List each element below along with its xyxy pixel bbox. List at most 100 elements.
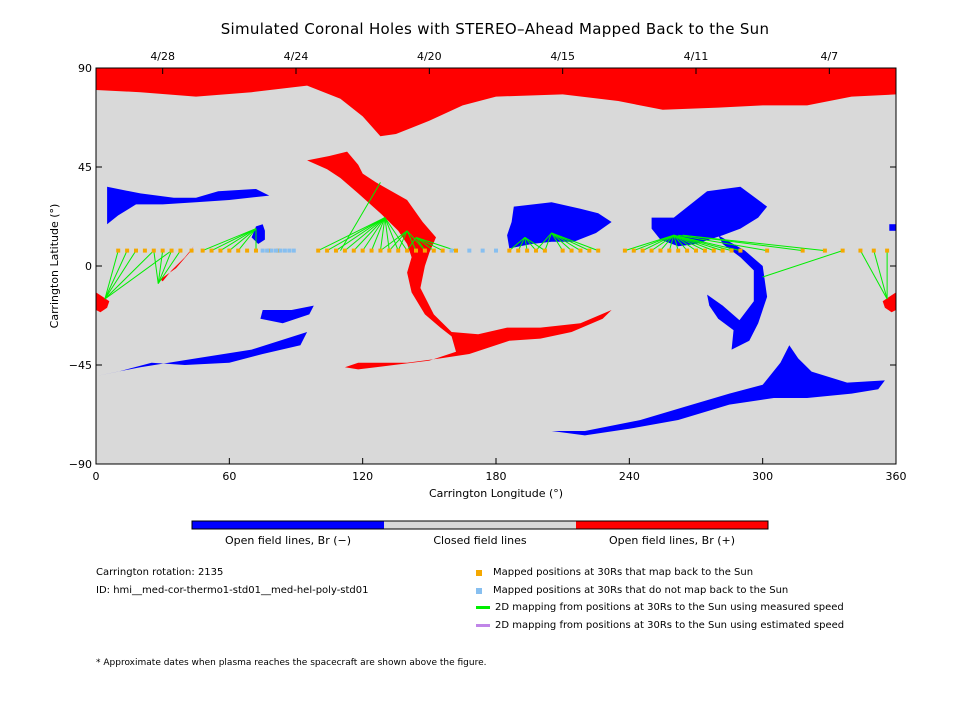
x-tick-label: 180: [486, 470, 507, 483]
mapping-line: [673, 234, 697, 252]
mapped-point: [200, 248, 205, 253]
mapped-point: [440, 248, 445, 253]
colorbar-segment-negative: [192, 521, 384, 529]
mapped-point: [245, 248, 250, 253]
mapped-point: [151, 248, 156, 253]
mapped-point: [267, 248, 272, 253]
unmapped-point: [467, 248, 472, 253]
x-tick-label: 360: [886, 470, 907, 483]
date-tick-label: 4/24: [284, 50, 309, 63]
mapping-line: [326, 217, 386, 252]
mapped-point-layer: [116, 248, 890, 253]
date-tick-label: 4/11: [684, 50, 709, 63]
mapped-point: [711, 248, 716, 253]
mapping-line: [678, 234, 768, 252]
mapped-point: [667, 248, 672, 253]
mapped-point: [578, 248, 583, 253]
mapped-point: [378, 248, 383, 253]
mapping-line: [211, 228, 257, 252]
legend-label: Mapped positions at 30Rs that map back t…: [493, 567, 754, 578]
mapped-point: [218, 248, 223, 253]
mapping-line: [157, 250, 173, 284]
mapped-point: [738, 248, 743, 253]
mapping-line-layer: [104, 182, 888, 300]
mapped-point: [209, 248, 214, 253]
mapped-point: [587, 248, 592, 253]
mapped-point: [516, 248, 521, 253]
mapped-point: [525, 248, 530, 253]
negative-coronal-hole: [889, 224, 896, 231]
negative-coronal-hole: [718, 235, 768, 350]
x-axis-label: Carrington Longitude (°): [429, 487, 563, 500]
unmapped-point: [260, 248, 265, 253]
mapping-line: [535, 232, 552, 251]
mapped-point: [325, 248, 330, 253]
mapping-line: [551, 232, 564, 251]
mapping-line: [384, 217, 399, 251]
page-title: Simulated Coronal Holes with STEREO–Ahea…: [220, 20, 770, 38]
mapped-point: [702, 248, 707, 253]
mapped-point: [507, 248, 512, 253]
footnote: * Approximate dates when plasma reaches …: [96, 658, 487, 668]
unmapped-point: [265, 248, 270, 253]
mapped-point: [800, 248, 805, 253]
mapped-point: [351, 248, 356, 253]
mapped-point: [125, 248, 130, 253]
mapping-line: [340, 182, 381, 251]
mapped-point: [134, 248, 138, 253]
mapped-point: [622, 248, 627, 253]
date-tick-label: 4/7: [820, 50, 838, 63]
model-id-text: ID: hmi__med-cor-thermo1-std01__med-hel-…: [96, 585, 369, 596]
mapped-point: [720, 248, 725, 253]
mapped-point: [694, 248, 698, 253]
unmapped-point: [449, 248, 454, 253]
mapping-line: [415, 236, 443, 252]
negative-coronal-hole: [107, 186, 270, 225]
mapped-point: [560, 248, 565, 253]
mapped-point: [729, 248, 734, 253]
mapped-point: [534, 248, 538, 253]
mapping-line: [104, 250, 172, 300]
mapping-line: [509, 237, 526, 251]
positive-coronal-hole: [96, 68, 896, 137]
y-tick-label: 90: [78, 62, 92, 75]
mapping-line: [873, 250, 888, 300]
orange-square-icon: [476, 569, 482, 576]
mapping-line: [524, 237, 537, 251]
mapping-line: [406, 230, 417, 251]
mapping-line: [397, 230, 408, 251]
negative-coronal-hole: [507, 202, 612, 249]
x-tick-label: 0: [93, 470, 100, 483]
mapped-point: [405, 248, 410, 253]
mapping-line: [551, 232, 572, 251]
mapping-line: [104, 250, 128, 300]
y-tick-label: 0: [85, 260, 92, 273]
mapped-point: [236, 248, 241, 253]
mapped-point: [676, 248, 681, 253]
mapped-point: [316, 248, 321, 253]
mapping-line: [633, 234, 674, 252]
mapped-point: [342, 248, 347, 253]
mapping-line: [362, 217, 386, 251]
mapped-point: [596, 248, 601, 253]
region-layer: [96, 68, 896, 436]
colorbar-label-closed: Closed field lines: [433, 534, 527, 547]
mapped-point: [116, 248, 121, 253]
mapping-line: [380, 230, 408, 252]
mapping-line: [344, 217, 386, 251]
purple-line-icon: [476, 624, 490, 627]
mapped-point: [189, 248, 194, 253]
mapping-line: [544, 232, 553, 251]
mapped-point: [254, 248, 258, 253]
mapping-line: [104, 250, 155, 300]
unmapped-point: [278, 248, 283, 253]
mapping-line: [353, 217, 386, 251]
x-tick-label: 300: [752, 470, 773, 483]
unmapped-point: [269, 248, 274, 253]
mapped-point: [765, 248, 770, 253]
mapping-line: [524, 236, 546, 252]
mapping-line: [642, 234, 674, 252]
mapped-point: [169, 248, 174, 253]
mapping-line: [415, 236, 435, 252]
